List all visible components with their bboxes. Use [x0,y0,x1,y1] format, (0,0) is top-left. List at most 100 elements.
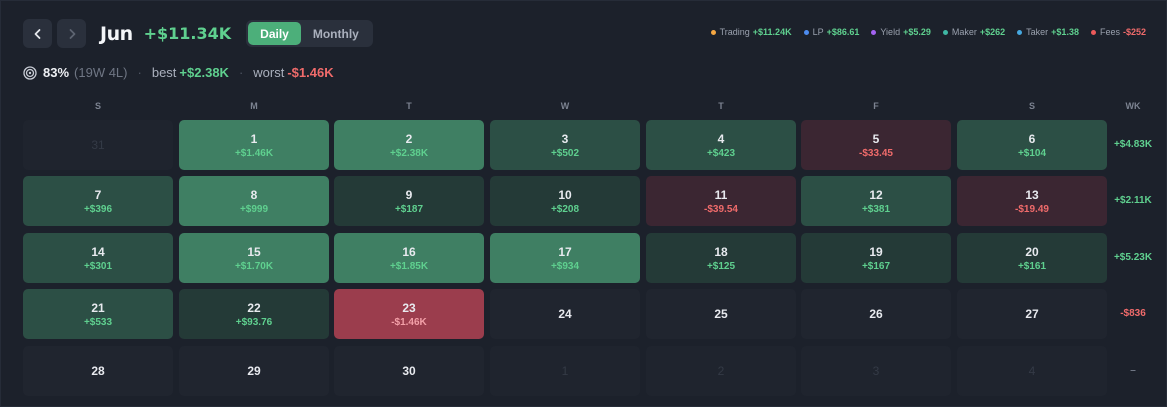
day-cell: 1 [490,346,640,396]
day-cell[interactable]: 10 +$208 [490,176,640,226]
worst-day-value: -$1.46K [287,65,334,80]
day-number: 4 [1028,364,1036,378]
day-number: 27 [1025,307,1039,321]
day-pnl: +$187 [394,203,424,215]
week-column-header: WK [1125,101,1141,111]
prev-month-button[interactable] [23,19,52,48]
day-cell[interactable]: 24 [490,289,640,339]
day-number: 6 [1028,131,1036,146]
day-pnl: +$423 [706,147,736,159]
day-number: 23 [402,300,416,315]
legend-label: Taker [1026,27,1049,37]
day-cell[interactable]: 7 +$396 [23,176,173,226]
weekday-label: T [718,101,724,111]
day-cell[interactable]: 18 +$125 [646,233,796,283]
best-day-value: +$2.38K [179,65,229,80]
day-cell[interactable]: 11 -$39.54 [646,176,796,226]
day-cell[interactable]: 9 +$187 [334,176,484,226]
separator-dot: · [137,65,142,80]
day-cell[interactable]: 3 +$502 [490,120,640,170]
day-pnl: +$502 [550,147,580,159]
day-number: 17 [558,244,572,259]
week-total: +$4.83K [1113,139,1153,150]
day-number: 20 [1025,244,1039,259]
day-cell[interactable]: 15 +$1.70K [179,233,329,283]
day-cell[interactable]: 5 -$33.45 [801,120,951,170]
day-cell[interactable]: 17 +$934 [490,233,640,283]
day-cell[interactable]: 28 [23,346,173,396]
best-label: best [151,65,177,80]
legend-item-maker: Maker +$262 [942,27,1006,37]
day-cell[interactable]: 6 +$104 [957,120,1107,170]
weekday-label: S [94,101,101,111]
day-number: 10 [558,187,572,202]
day-cell[interactable]: 12 +$381 [801,176,951,226]
day-number: 15 [247,244,261,259]
week-total: -$836 [1120,308,1146,319]
worst-label: worst [253,65,285,80]
view-toggle: Daily Monthly [246,20,373,47]
day-cell[interactable]: 16 +$1.85K [334,233,484,283]
day-pnl: +$2.38K [389,147,429,159]
weekday-label: M [250,101,258,111]
day-number: 11 [714,187,728,202]
day-number: 24 [558,307,572,321]
legend-dot-icon [803,29,809,35]
legend-label: Maker [951,27,977,37]
day-pnl: +$999 [239,203,269,215]
legend-dot-icon [710,29,716,35]
day-cell[interactable]: 8 +$999 [179,176,329,226]
day-cell: 31 [23,120,173,170]
tab-daily[interactable]: Daily [248,22,301,45]
day-cell[interactable]: 30 [334,346,484,396]
week-total: +$5.23K [1113,252,1153,263]
day-number: 8 [250,187,258,202]
tab-monthly[interactable]: Monthly [312,26,359,41]
month-total-pnl: +$11.34K [143,24,232,43]
day-pnl: +$1.85K [389,260,429,272]
day-cell[interactable]: 22 +$93.76 [179,289,329,339]
legend-item-trading: Trading +$11.24K [710,27,792,37]
day-number: 14 [91,244,105,259]
day-pnl: +$1.70K [234,260,274,272]
day-cell[interactable]: 14 +$301 [23,233,173,283]
next-month-button[interactable] [57,19,86,48]
day-pnl: +$167 [861,260,891,272]
separator-dot: · [238,65,244,80]
day-pnl: -$39.54 [704,203,738,215]
day-cell[interactable]: 13 -$19.49 [957,176,1107,226]
day-cell[interactable]: 21 +$533 [23,289,173,339]
day-cell: 4 [957,346,1107,396]
legend-dot-icon [1017,29,1023,35]
day-cell[interactable]: 19 +$167 [801,233,951,283]
day-pnl: +$396 [83,203,113,215]
day-number: 5 [872,131,880,146]
day-number: 2 [405,131,413,146]
day-pnl: -$19.49 [1015,203,1049,215]
day-number: 22 [247,300,261,315]
day-cell[interactable]: 29 [179,346,329,396]
day-cell[interactable]: 27 [957,289,1107,339]
win-loss-record: (19W 4L) [74,65,128,80]
day-number: 28 [91,364,105,378]
day-cell[interactable]: 1 +$1.46K [179,120,329,170]
day-pnl: +$161 [1017,260,1047,272]
day-number: 13 [1025,187,1039,202]
week-total: – [1130,365,1136,376]
day-cell[interactable]: 2 +$2.38K [334,120,484,170]
month-title: Jun [100,22,133,45]
day-cell[interactable]: 26 [801,289,951,339]
day-pnl: +$1.46K [234,147,274,159]
day-cell: 3 [801,346,951,396]
day-number: 1 [561,364,569,378]
legend-value: +$262 [979,27,1006,37]
day-cell[interactable]: 20 +$161 [957,233,1107,283]
day-number: 1 [250,131,258,146]
legend-item-lp: LP +$86.61 [803,27,859,37]
day-cell[interactable]: 25 [646,289,796,339]
day-cell[interactable]: 23 -$1.46K [334,289,484,339]
legend-value: +$1.38 [1051,27,1079,37]
day-cell[interactable]: 4 +$423 [646,120,796,170]
legend-item-yield: Yield +$5.29 [871,27,931,37]
